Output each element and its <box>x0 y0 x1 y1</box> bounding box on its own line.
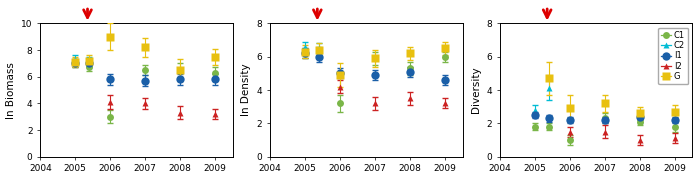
Y-axis label: ln Density: ln Density <box>241 64 251 117</box>
Legend: C1, C2, I1, I2, G: C1, C2, I1, I2, G <box>658 28 688 84</box>
Y-axis label: ln Biomass: ln Biomass <box>6 62 15 118</box>
Y-axis label: Diversity: Diversity <box>471 67 481 113</box>
